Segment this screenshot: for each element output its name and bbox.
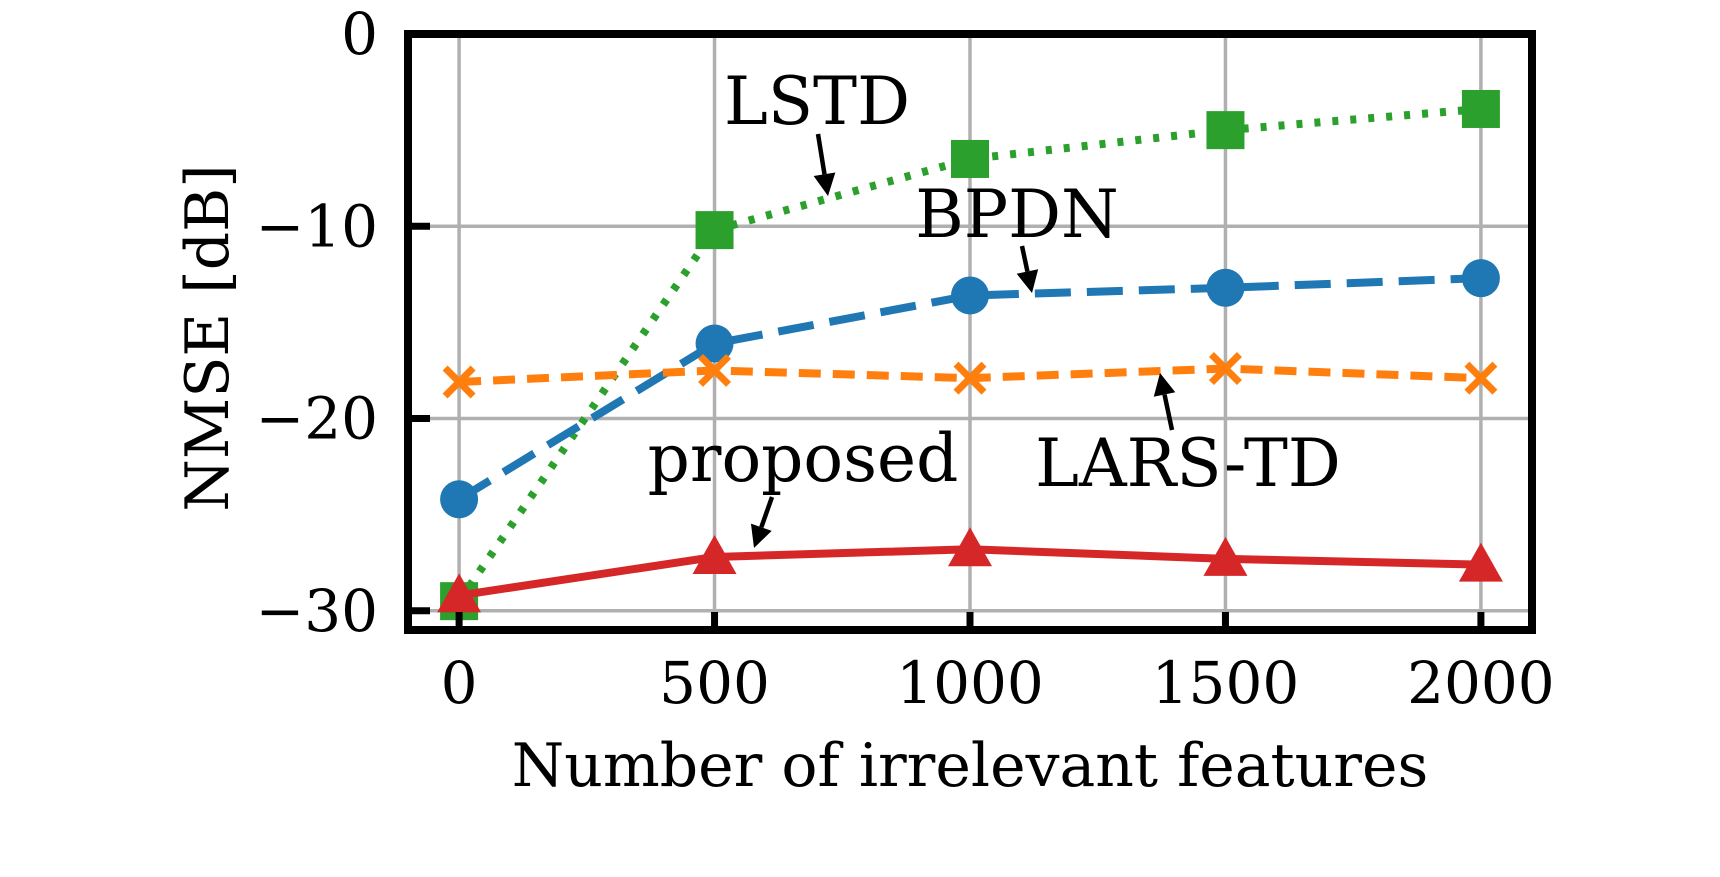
tick-layer: 0 500 1000 1500 2000 0 −10 −20 −30 (256, 0, 1555, 717)
data-point-bpdn (1461, 259, 1500, 298)
series-line-bpdn (457, 274, 1482, 503)
y-tick-label: −20 (256, 385, 378, 453)
data-point-proposed (1458, 542, 1503, 582)
series-lars-td (442, 352, 1498, 399)
annotation-label-lars-td: LARS-TD (1035, 425, 1341, 502)
data-point-proposed (692, 534, 737, 574)
data-point-lars-td (1464, 361, 1498, 395)
y-tick-label: 0 (341, 0, 378, 68)
annotation-arrowhead-bpdn (1016, 269, 1039, 293)
x-tick-label: 1000 (896, 649, 1044, 717)
data-point-lstd (1206, 111, 1245, 150)
annotation-lars-td: LARS-TD (1035, 373, 1341, 502)
x-tick-label: 500 (659, 649, 770, 717)
x-tick-label: 2000 (1407, 649, 1555, 717)
data-point-lstd (1461, 89, 1500, 128)
x-tick-label: 1500 (1152, 649, 1300, 717)
x-tick-label: 0 (441, 649, 478, 717)
data-point-lars-td (1208, 352, 1242, 386)
annotation-arrow-lars-td (1162, 394, 1175, 431)
annotation-label-proposed: proposed (648, 420, 959, 497)
data-point-lars-td (442, 365, 476, 399)
data-point-proposed (1203, 536, 1248, 576)
annotation-proposed: proposed (648, 420, 959, 548)
annotation-arrowhead-lstd (813, 172, 836, 196)
data-point-bpdn (1206, 268, 1245, 307)
series-bpdn (440, 259, 1500, 519)
annotation-arrowhead-lars-td (1153, 373, 1176, 397)
annotation-arrow-proposed (759, 496, 775, 529)
data-point-lars-td (953, 361, 987, 395)
x-axis-title: Number of irrelevant features (512, 731, 1429, 801)
annotation-label-lstd: LSTD (724, 63, 910, 140)
annotation-label-bpdn: BPDN (915, 176, 1119, 253)
data-point-bpdn (695, 324, 734, 363)
series-layer (437, 89, 1503, 621)
data-point-proposed (948, 527, 992, 567)
annotation-bpdn: BPDN (915, 176, 1119, 293)
data-point-lars-td (698, 353, 732, 387)
data-point-bpdn (440, 480, 479, 519)
y-axis-title: NMSE [dB] (173, 164, 243, 511)
y-tick-label: −30 (256, 577, 378, 645)
data-point-bpdn (951, 276, 989, 315)
annotation-arrow-lstd (815, 133, 827, 175)
data-point-lstd (951, 139, 989, 178)
y-tick-label: −10 (256, 192, 378, 260)
annotation-lstd: LSTD (724, 63, 910, 196)
series-proposed (437, 527, 1503, 613)
data-point-lstd (695, 211, 734, 250)
data-point-proposed (437, 573, 482, 613)
annotation-arrow-bpdn (1019, 245, 1030, 272)
annotation-arrowhead-proposed (750, 523, 772, 548)
